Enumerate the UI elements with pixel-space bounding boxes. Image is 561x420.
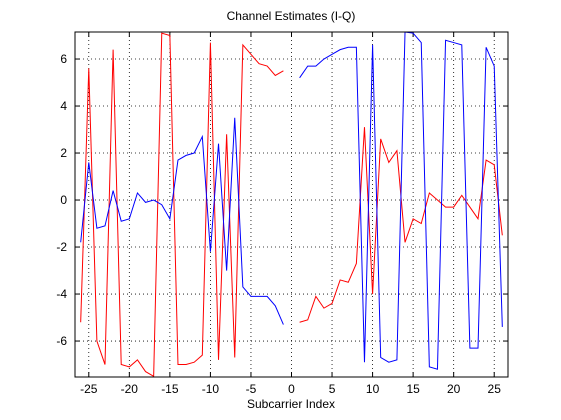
- plot-frame: [74, 31, 509, 378]
- x-tick-label: -20: [121, 382, 139, 396]
- x-tick-label: -15: [161, 382, 179, 396]
- x-tick-label: -25: [80, 382, 98, 396]
- y-tick-label: -4: [56, 287, 67, 301]
- x-tick-label: -5: [246, 382, 257, 396]
- x-axis-label: Subcarrier Index: [247, 397, 335, 411]
- x-tick-label: 15: [406, 382, 420, 396]
- y-tick-label: -2: [56, 240, 67, 254]
- y-tick-label: 0: [60, 193, 67, 207]
- y-tick-label: 6: [60, 52, 67, 66]
- y-tick-label: 4: [60, 99, 67, 113]
- x-tick-label: 5: [329, 382, 336, 396]
- y-tick-label: -6: [56, 334, 67, 348]
- x-tick-label: -10: [202, 382, 220, 396]
- x-tick-label: 20: [447, 382, 461, 396]
- data-line: [80, 32, 503, 370]
- x-tick-label: 25: [488, 382, 502, 396]
- x-tick-label: 10: [366, 382, 380, 396]
- y-tick-label: 2: [60, 146, 67, 160]
- x-tick-label: 0: [288, 382, 295, 396]
- chart-title: Channel Estimates (I-Q): [227, 9, 356, 23]
